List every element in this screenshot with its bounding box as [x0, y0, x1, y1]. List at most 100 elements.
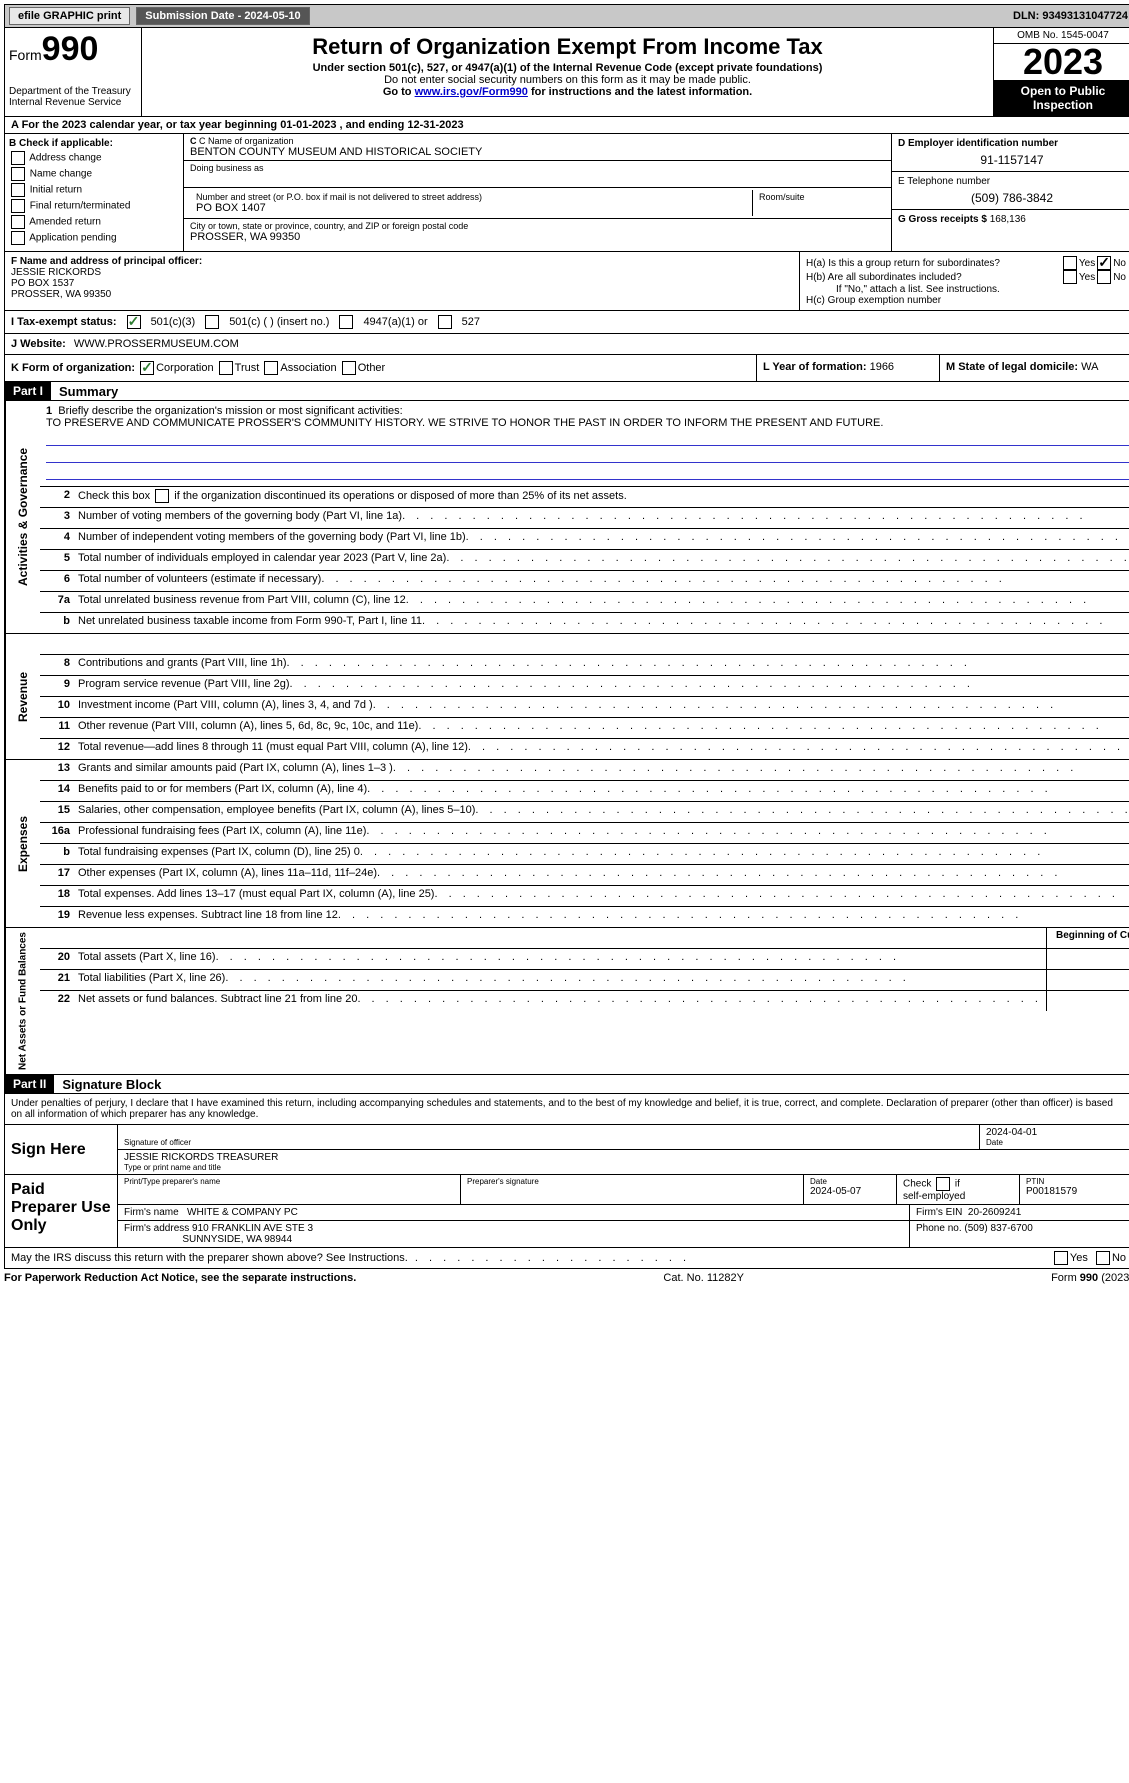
paid-preparer-block: Paid Preparer Use Only Print/Type prepar…	[4, 1175, 1129, 1248]
year-cell: OMB No. 1545-0047 2023 Open to Public In…	[993, 28, 1129, 116]
cb-501c[interactable]	[205, 315, 219, 329]
ptin-cell: PTINP00181579	[1020, 1175, 1129, 1204]
self-employed-cell: Check ifself-employed	[897, 1175, 1020, 1204]
year-formation: 1966	[870, 361, 894, 373]
preparer-date-cell: Date2024-05-07	[804, 1175, 897, 1204]
summary-line-b: bTotal fundraising expenses (Part IX, co…	[40, 844, 1129, 865]
state-domicile: WA	[1081, 361, 1098, 373]
cb-discuss-yes[interactable]	[1054, 1251, 1068, 1265]
side-netassets: Net Assets or Fund Balances	[5, 928, 40, 1074]
part1-title: Summary	[51, 384, 118, 399]
row-j: J Website: WWW.PROSSERMUSEUM.COM	[4, 334, 1129, 355]
cb-app-pending[interactable]: Application pending	[9, 231, 179, 245]
street-address: PO BOX 1407	[196, 202, 746, 214]
summary-line-11: 11Other revenue (Part VIII, column (A), …	[40, 718, 1129, 739]
cb-527[interactable]	[438, 315, 452, 329]
signature-block: Under penalties of perjury, I declare th…	[4, 1094, 1129, 1175]
tax-year: 2023	[994, 44, 1129, 80]
firm-phone-cell: Phone no. (509) 837-6700	[910, 1221, 1129, 1247]
summary-line-8: 8Contributions and grants (Part VIII, li…	[40, 655, 1129, 676]
phone-value: (509) 786-3842	[898, 191, 1126, 205]
room-suite: Room/suite	[753, 190, 885, 216]
cb-501c3[interactable]	[127, 315, 141, 329]
revenue-section: Revenue Prior Year Current Year 8Contrib…	[4, 634, 1129, 760]
cb-amended[interactable]: Amended return	[9, 215, 179, 229]
summary-line-21: 21Total liabilities (Part X, line 26)909…	[40, 970, 1129, 991]
part1-header: Part I Summary	[4, 382, 1129, 401]
summary-line-4: 4Number of independent voting members of…	[40, 529, 1129, 550]
preparer-sig-cell: Preparer's signature	[461, 1175, 804, 1204]
dln-label: DLN: 93493131047724	[1013, 10, 1128, 22]
box-d: D Employer identification number 91-1157…	[891, 134, 1129, 251]
form-number: 990	[42, 30, 99, 68]
catalog-number: Cat. No. 11282Y	[663, 1272, 744, 1284]
cb-initial-return[interactable]: Initial return	[9, 183, 179, 197]
submission-date-button[interactable]: Submission Date - 2024-05-10	[136, 7, 309, 25]
firm-addr-cell: Firm's address 910 FRANKLIN AVE STE 3 SU…	[118, 1221, 910, 1247]
perjury-text: Under penalties of perjury, I declare th…	[5, 1094, 1129, 1124]
cb-4947[interactable]	[339, 315, 353, 329]
city-state-zip: PROSSER, WA 99350	[190, 231, 885, 243]
summary-line-5: 5Total number of individuals employed in…	[40, 550, 1129, 571]
firm-name-cell: Firm's name WHITE & COMPANY PC	[118, 1205, 910, 1220]
row-i: I Tax-exempt status: 501(c)(3) 501(c) ( …	[4, 311, 1129, 334]
summary-line-9: 9Program service revenue (Part VIII, lin…	[40, 676, 1129, 697]
dept-label: Department of the Treasury Internal Reve…	[9, 86, 137, 108]
summary-line-19: 19Revenue less expenses. Subtract line 1…	[40, 907, 1129, 927]
sign-here-label: Sign Here	[5, 1125, 118, 1174]
row-klm: K Form of organization: Corporation Trus…	[4, 355, 1129, 382]
part2-title: Signature Block	[54, 1077, 161, 1092]
expenses-section: Expenses 13Grants and similar amounts pa…	[4, 760, 1129, 928]
summary-line-b: bNet unrelated business taxable income f…	[40, 613, 1129, 633]
bottom-line: For Paperwork Reduction Act Notice, see …	[4, 1269, 1129, 1287]
hb-no[interactable]	[1097, 270, 1111, 284]
cb-self-employed[interactable]	[936, 1177, 950, 1191]
cb-trust[interactable]	[219, 361, 233, 375]
ein-cell: D Employer identification number 91-1157…	[892, 134, 1129, 172]
form-id-cell: Form990 Department of the Treasury Inter…	[5, 28, 142, 116]
cb-other[interactable]	[342, 361, 356, 375]
dba-cell: Doing business as	[184, 161, 891, 188]
cb-final-return[interactable]: Final return/terminated	[9, 199, 179, 213]
part2-tab: Part II	[5, 1075, 54, 1093]
cb-assoc[interactable]	[264, 361, 278, 375]
revenue-header: Prior Year Current Year	[40, 634, 1129, 655]
street-row: Number and street (or P.O. box if mail i…	[184, 188, 891, 219]
box-m: M State of legal domicile: WA	[940, 355, 1129, 381]
cb-corp[interactable]	[140, 361, 154, 375]
firm-ein-cell: Firm's EIN 20-2609241	[910, 1205, 1129, 1220]
paid-preparer-label: Paid Preparer Use Only	[5, 1175, 118, 1247]
inspection-label: Open to Public Inspection	[994, 80, 1129, 116]
top-toolbar: efile GRAPHIC print Submission Date - 20…	[4, 4, 1129, 28]
cb-discuss-no[interactable]	[1096, 1251, 1110, 1265]
efile-button[interactable]: efile GRAPHIC print	[9, 7, 130, 25]
governance-section: Activities & Governance 1 1 Briefly desc…	[4, 401, 1129, 634]
org-name: BENTON COUNTY MUSEUM AND HISTORICAL SOCI…	[190, 146, 885, 158]
box-f: F Name and address of principal officer:…	[5, 252, 800, 310]
ha-no[interactable]	[1097, 256, 1111, 270]
hb-yes[interactable]	[1063, 270, 1077, 284]
summary-line-18: 18Total expenses. Add lines 13–17 (must …	[40, 886, 1129, 907]
phone-cell: E Telephone number (509) 786-3842	[892, 172, 1129, 210]
sign-date-cell: 2024-04-01Date	[980, 1125, 1129, 1149]
box-c: C C Name of organization BENTON COUNTY M…	[184, 134, 891, 251]
hb-note: If "No," attach a list. See instructions…	[806, 284, 1126, 295]
ha-yes[interactable]	[1063, 256, 1077, 270]
paperwork-notice: For Paperwork Reduction Act Notice, see …	[4, 1272, 356, 1284]
side-governance: Activities & Governance	[5, 401, 40, 633]
irs-link[interactable]: www.irs.gov/Form990	[415, 86, 528, 98]
form-title: Return of Organization Exempt From Incom…	[150, 34, 985, 60]
part2-header: Part II Signature Block	[4, 1075, 1129, 1094]
side-expenses: Expenses	[5, 760, 40, 927]
officer-name-cell: JESSIE RICKORDS TREASURERType or print n…	[118, 1150, 1129, 1174]
summary-line-7a: 7aTotal unrelated business revenue from …	[40, 592, 1129, 613]
subtitle-1: Under section 501(c), 527, or 4947(a)(1)…	[150, 62, 985, 74]
line-2: 2 Check this box if the organization dis…	[40, 487, 1129, 508]
cb-discontinued[interactable]	[155, 489, 169, 503]
cb-address-change[interactable]: Address change	[9, 151, 179, 165]
officer-addr2: PROSSER, WA 99350	[11, 289, 793, 300]
summary-line-22: 22Net assets or fund balances. Subtract …	[40, 991, 1129, 1011]
cb-name-change[interactable]: Name change	[9, 167, 179, 181]
gross-receipts-cell: G Gross receipts $ 168,136	[892, 210, 1129, 229]
subtitle-2: Do not enter social security numbers on …	[150, 74, 985, 86]
